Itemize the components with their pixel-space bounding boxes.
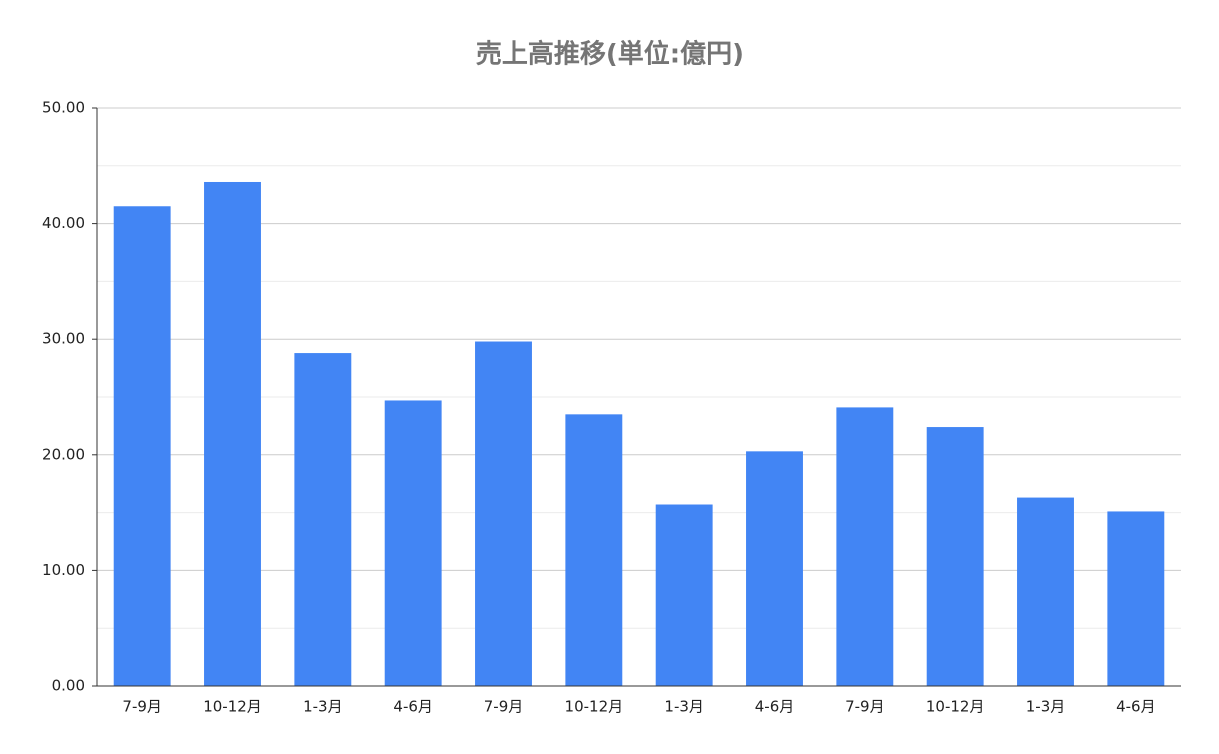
- x-tick-label: 4-6月: [393, 698, 433, 716]
- bar: [655, 504, 713, 686]
- y-tick-label: 20.00: [42, 445, 85, 463]
- x-tick-label: 10-12月: [565, 698, 624, 716]
- bar: [926, 427, 984, 686]
- bar: [836, 407, 894, 686]
- bar: [294, 353, 352, 686]
- chart-title: 売上高推移(単位:億円): [476, 39, 744, 70]
- bar: [1107, 511, 1165, 686]
- y-tick-label: 0.00: [52, 677, 85, 695]
- y-tick-label: 10.00: [42, 561, 85, 579]
- x-tick-label: 1-3月: [664, 698, 704, 716]
- x-tick-label: 10-12月: [203, 698, 262, 716]
- bar: [746, 451, 803, 686]
- x-tick-label: 1-3月: [303, 698, 343, 716]
- bar: [204, 181, 261, 686]
- x-tick-label: 1-3月: [1026, 698, 1066, 716]
- bar: [1017, 497, 1074, 686]
- bar: [113, 206, 171, 686]
- x-tick-label: 7-9月: [122, 698, 162, 716]
- bar: [384, 400, 442, 686]
- x-tick-label: 7-9月: [484, 698, 524, 716]
- x-tick-label: 7-9月: [845, 698, 885, 716]
- bar: [565, 414, 623, 686]
- y-tick-label: 40.00: [42, 214, 85, 232]
- bar: [475, 341, 532, 686]
- x-tick-label: 10-12月: [926, 698, 985, 716]
- x-tick-label: 4-6月: [755, 698, 795, 716]
- x-tick-label: 4-6月: [1116, 698, 1156, 716]
- y-tick-label: 50.00: [42, 99, 85, 117]
- y-tick-label: 30.00: [42, 330, 85, 348]
